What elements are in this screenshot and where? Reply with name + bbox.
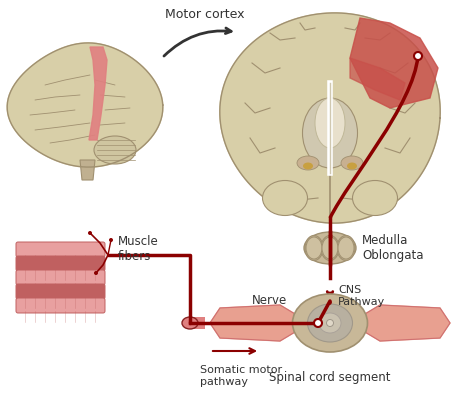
Ellipse shape: [353, 181, 398, 215]
Ellipse shape: [315, 98, 345, 148]
Polygon shape: [89, 47, 107, 140]
Ellipse shape: [319, 313, 341, 333]
Circle shape: [314, 319, 322, 327]
Ellipse shape: [292, 294, 367, 352]
Ellipse shape: [338, 237, 354, 259]
Circle shape: [327, 320, 334, 326]
Ellipse shape: [322, 237, 338, 259]
Text: CNS
Pathway: CNS Pathway: [338, 285, 385, 307]
Circle shape: [88, 231, 92, 235]
Circle shape: [109, 238, 113, 242]
FancyBboxPatch shape: [16, 242, 105, 257]
Ellipse shape: [308, 304, 353, 342]
Polygon shape: [350, 305, 450, 341]
Ellipse shape: [305, 236, 323, 261]
Text: Medulla
Oblongata: Medulla Oblongata: [362, 234, 423, 262]
Polygon shape: [80, 160, 95, 180]
Ellipse shape: [304, 232, 356, 264]
Polygon shape: [350, 58, 405, 100]
Polygon shape: [210, 305, 310, 341]
Ellipse shape: [263, 181, 308, 215]
Polygon shape: [220, 13, 440, 223]
FancyBboxPatch shape: [16, 270, 105, 285]
Ellipse shape: [94, 136, 136, 164]
Ellipse shape: [347, 162, 357, 170]
Ellipse shape: [337, 236, 355, 261]
Circle shape: [94, 271, 98, 275]
Ellipse shape: [321, 236, 339, 261]
Text: Motor cortex: Motor cortex: [165, 8, 245, 21]
Ellipse shape: [297, 156, 319, 170]
Bar: [190, 317, 205, 329]
Text: Muscle
fibers: Muscle fibers: [118, 235, 159, 263]
Ellipse shape: [302, 98, 357, 168]
Ellipse shape: [306, 237, 322, 259]
Polygon shape: [7, 43, 163, 167]
FancyBboxPatch shape: [16, 298, 105, 313]
Ellipse shape: [303, 162, 313, 170]
Ellipse shape: [182, 317, 198, 329]
Circle shape: [414, 52, 422, 60]
Ellipse shape: [341, 156, 363, 170]
Text: Nerve: Nerve: [252, 294, 288, 307]
Text: Somatic motor
pathway: Somatic motor pathway: [200, 365, 282, 386]
FancyBboxPatch shape: [16, 284, 105, 299]
Text: Spinal cord segment: Spinal cord segment: [269, 371, 391, 384]
FancyBboxPatch shape: [16, 256, 105, 271]
Polygon shape: [350, 18, 438, 108]
